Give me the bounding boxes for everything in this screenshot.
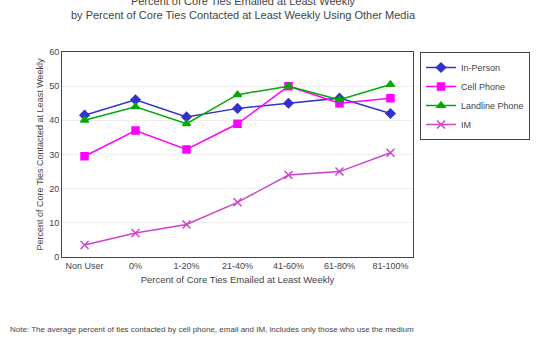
svg-text:1-20%: 1-20% <box>174 261 200 271</box>
svg-text:In-Person: In-Person <box>461 63 500 73</box>
svg-text:50: 50 <box>49 81 59 91</box>
svg-text:Percent of Core Ties Contacted: Percent of Core Ties Contacted at Least … <box>35 58 45 250</box>
svg-text:40: 40 <box>49 115 59 125</box>
svg-text:Landline Phone: Landline Phone <box>461 101 524 111</box>
svg-text:30: 30 <box>49 150 59 160</box>
svg-text:0%: 0% <box>129 261 142 271</box>
svg-text:81-100%: 81-100% <box>372 261 408 271</box>
svg-text:10: 10 <box>49 218 59 228</box>
svg-text:20: 20 <box>49 184 59 194</box>
svg-text:Percent of Core Ties Emailed a: Percent of Core Ties Emailed at Least We… <box>71 0 416 21</box>
svg-text:61-80%: 61-80% <box>324 261 355 271</box>
svg-text:21-40%: 21-40% <box>222 261 253 271</box>
svg-text:60: 60 <box>49 47 59 57</box>
svg-text:Non User: Non User <box>66 261 104 271</box>
svg-text:0: 0 <box>54 252 59 262</box>
svg-text:Note: The average percent of t: Note: The average percent of ties contac… <box>10 325 414 334</box>
svg-text:IM: IM <box>461 120 471 130</box>
svg-text:Cell Phone: Cell Phone <box>461 82 505 92</box>
svg-text:41-60%: 41-60% <box>273 261 304 271</box>
svg-text:Percent of Core Ties Emailed a: Percent of Core Ties Emailed at Least We… <box>141 274 335 285</box>
